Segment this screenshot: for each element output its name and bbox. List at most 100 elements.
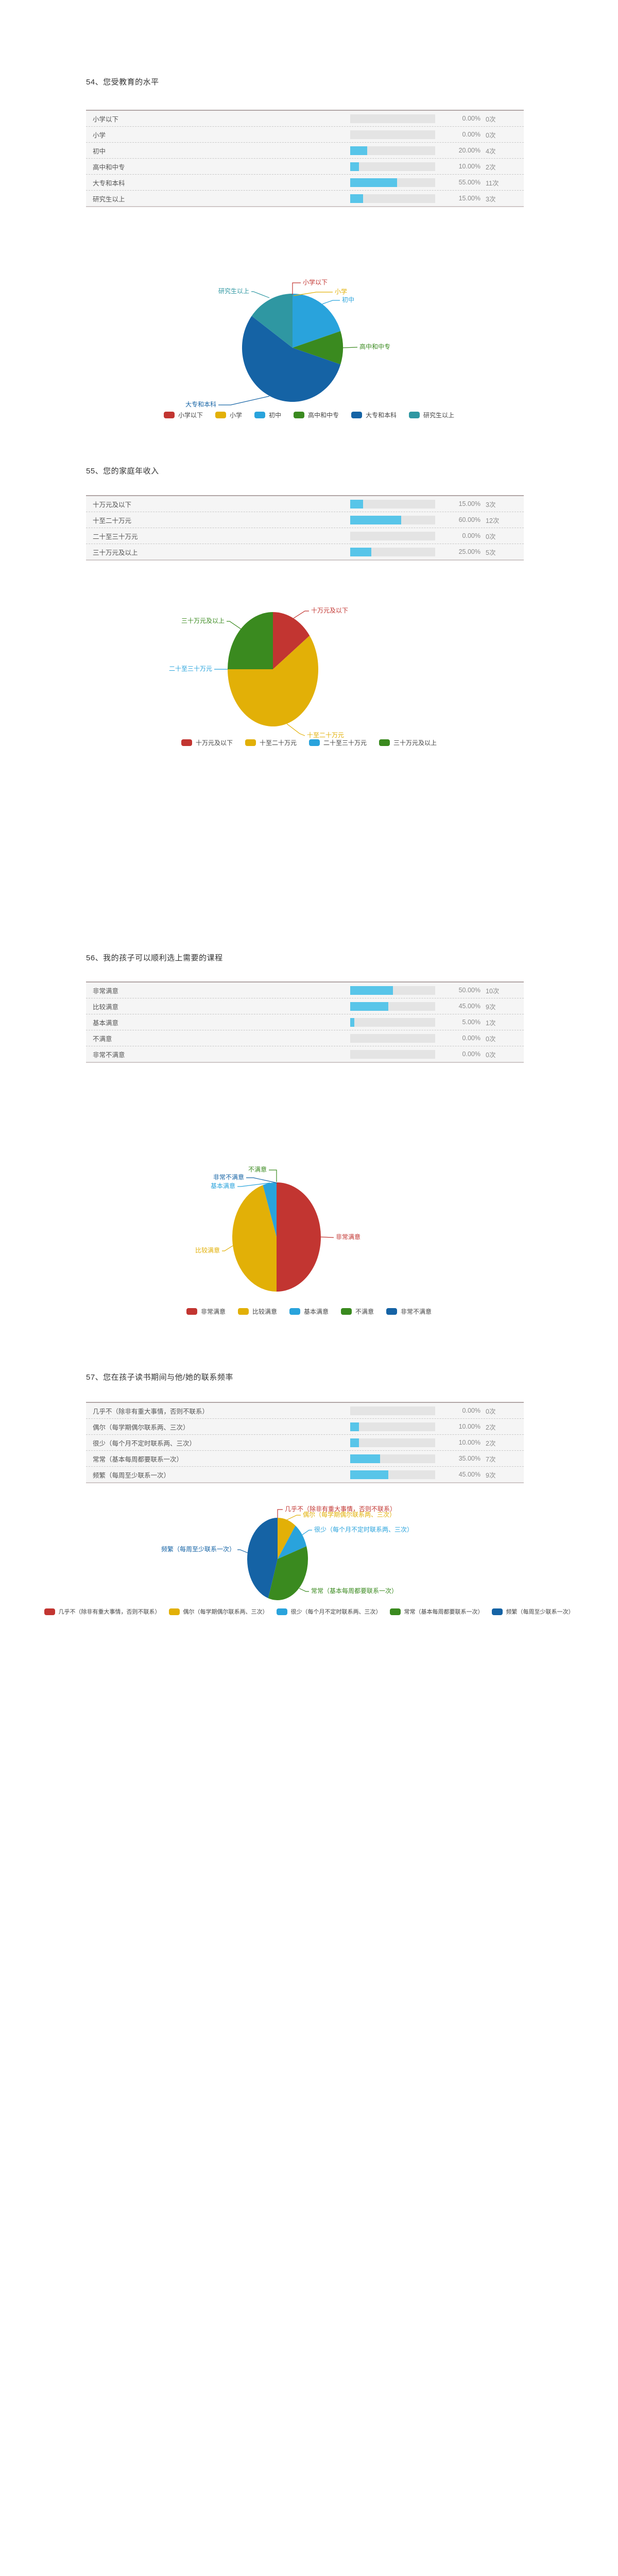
legend-item[interactable]: 几乎不（除非有重大事情，否则不联系） (44, 1607, 161, 1616)
legend-item[interactable]: 频繁（每周至少联系一次） (491, 1607, 574, 1616)
pie-slice[interactable] (242, 316, 341, 402)
option-count: 0次 (486, 533, 496, 540)
pie-chart: 几乎不（除非有重大事情，否则不联系）偶尔（每学期偶尔联系两、三次） 很少（每个月不… (161, 1505, 413, 1600)
legend-item[interactable]: 小学以下 (163, 411, 203, 419)
pie-slice[interactable] (273, 612, 310, 669)
legend-item[interactable]: 比较满意 (237, 1307, 277, 1316)
pie-callout-line (251, 291, 270, 298)
pie-slice[interactable] (268, 1546, 308, 1600)
pie-callout-label: 二十至三十万元 (169, 665, 212, 672)
option-count: 2次 (486, 1439, 496, 1447)
pie-callout-label: 基本满意 (211, 1182, 235, 1190)
pie-slice[interactable] (278, 1526, 307, 1559)
table-row: 小学以下 0.00% 0次 (86, 111, 524, 127)
legend-item[interactable]: 三十万元及以上 (379, 738, 437, 747)
pie-slice[interactable] (228, 612, 273, 669)
pie-slice[interactable] (278, 1518, 296, 1559)
legend-item[interactable]: 大专和本科 (351, 411, 397, 419)
option-percent: 0.00% (462, 1407, 480, 1414)
legend-item[interactable]: 十万元及以下 (181, 738, 233, 747)
option-bar-fill (350, 547, 372, 556)
table-row: 偶尔（每学期偶尔联系两、三次） 10.00% 2次 (86, 1419, 524, 1435)
chart-legend: 非常满意 比较满意 基本满意 不满意 非常不满意 (0, 1307, 618, 1316)
option-bar-fill (350, 146, 367, 155)
legend-swatch (181, 739, 192, 746)
legend-item[interactable]: 非常不满意 (386, 1307, 432, 1316)
legend-swatch (186, 1308, 197, 1315)
table-row: 研究生以上 15.00% 3次 (86, 191, 524, 206)
pie-callout-label: 三十万元及以上 (181, 617, 225, 624)
legend-label: 非常满意 (200, 1308, 226, 1315)
legend-item[interactable]: 十至二十万元 (245, 738, 297, 747)
pie-callout-label: 非常不满意 (213, 1173, 244, 1181)
table-row: 非常不满意 0.00% 0次 (86, 1046, 524, 1062)
option-count: 1次 (486, 1019, 496, 1027)
question-title: 56、我的孩子可以顺利选上需要的课程 (86, 954, 223, 962)
pie-callout-line (299, 1588, 309, 1592)
legend-item[interactable]: 初中 (254, 411, 281, 419)
question-title: 54、您受教育的水平 (86, 78, 159, 87)
option-bar-track (350, 986, 435, 995)
legend-item[interactable]: 常常（基本每周都要联系一次） (389, 1607, 484, 1616)
legend-item[interactable]: 高中和中专 (294, 411, 339, 419)
pie-slice[interactable] (293, 294, 341, 348)
pie-callout-line (292, 282, 301, 295)
option-percent: 45.00% (458, 1003, 480, 1010)
legend-item[interactable]: 偶尔（每学期偶尔联系两、三次） (168, 1607, 268, 1616)
pie-callout-label: 小学 (335, 287, 347, 295)
legend-swatch (389, 1608, 401, 1615)
legend-swatch (294, 412, 304, 418)
legend-item[interactable]: 研究生以上 (409, 411, 454, 419)
pie-slice[interactable] (263, 1182, 277, 1237)
option-percent: 0.00% (462, 1035, 480, 1042)
option-label: 比较满意 (93, 1003, 119, 1011)
option-percent: 0.00% (462, 532, 480, 539)
pie-callout-label: 偶尔（每学期偶尔联系两、三次） (303, 1511, 396, 1518)
option-bar-track (350, 547, 435, 556)
pie-callout-line (218, 396, 270, 405)
pie-callout-line (237, 1182, 270, 1187)
pie-slice[interactable] (251, 294, 293, 348)
legend-label: 初中 (268, 412, 281, 419)
legend-swatch (341, 1308, 352, 1315)
pie-callout-line (286, 723, 305, 736)
legend-item[interactable]: 非常满意 (186, 1307, 226, 1316)
table-row: 小学 0.00% 0次 (86, 127, 524, 143)
table-row: 很少（每个月不定时联系两、三次） 10.00% 2次 (86, 1435, 524, 1451)
option-label: 非常不满意 (93, 1051, 125, 1059)
option-count: 12次 (486, 517, 500, 524)
legend-item[interactable]: 二十至三十万元 (309, 738, 367, 747)
option-bar-track (350, 499, 435, 509)
pie-callout-label: 十至二十万元 (307, 732, 344, 739)
pie-callout-label: 小学以下 (303, 278, 328, 286)
option-bar-fill (350, 986, 393, 995)
table-row: 频繁（每周至少联系一次） 45.00% 9次 (86, 1467, 524, 1482)
legend-item[interactable]: 不满意 (341, 1307, 374, 1316)
pie-slice[interactable] (277, 1182, 321, 1292)
pie-callout-label: 初中 (342, 296, 354, 303)
option-percent: 15.00% (458, 195, 480, 202)
legend-label: 非常不满意 (401, 1308, 432, 1315)
table-row: 大专和本科 55.00% 11次 (86, 175, 524, 191)
legend-item[interactable]: 很少（每个月不定时联系两、三次） (276, 1607, 382, 1616)
pie-slice[interactable] (293, 331, 343, 365)
table-row: 十万元及以下 15.00% 3次 (86, 496, 524, 512)
option-label: 小学 (93, 131, 106, 139)
option-label: 几乎不（除非有重大事情，否则不联系） (93, 1408, 209, 1415)
pie-callout-line (320, 1236, 334, 1238)
option-percent: 35.00% (458, 1455, 480, 1462)
pie-slice[interactable] (247, 1518, 278, 1599)
table-row: 基本满意 5.00% 1次 (86, 1014, 524, 1030)
legend-label: 几乎不（除非有重大事情，否则不联系） (58, 1609, 161, 1615)
pie-callout-line (293, 292, 333, 296)
option-percent: 15.00% (458, 500, 480, 507)
legend-item[interactable]: 基本满意 (289, 1307, 329, 1316)
legend-item[interactable]: 小学 (215, 411, 242, 419)
pie-slice[interactable] (228, 635, 318, 727)
pie-slice[interactable] (232, 1185, 277, 1292)
chart-legend: 几乎不（除非有重大事情，否则不联系） 偶尔（每学期偶尔联系两、三次） 很少（每个月不… (0, 1607, 618, 1616)
option-label: 小学以下 (93, 115, 119, 123)
